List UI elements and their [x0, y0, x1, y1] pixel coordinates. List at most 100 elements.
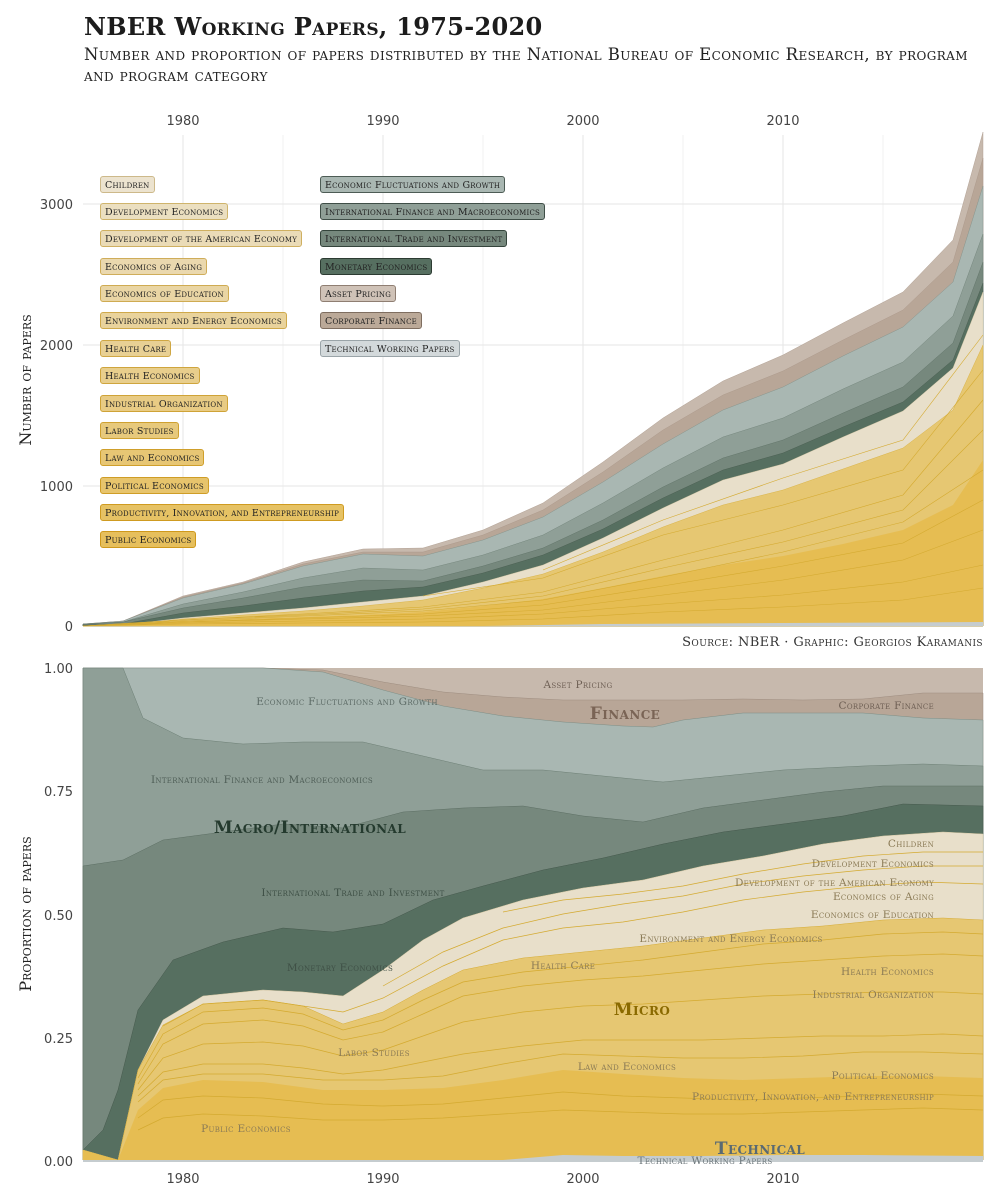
- top-micro-line-5: [82, 529, 984, 627]
- legend-chip-economics-of-education: Economics of Education: [100, 285, 229, 302]
- label-monetary: Monetary Economics: [287, 962, 393, 974]
- bottom-x-tick-1990: 1990: [366, 1172, 399, 1187]
- top-y-axis-label: Number of papers: [16, 314, 35, 445]
- label-efg: Economic Fluctuations and Growth: [256, 696, 438, 708]
- label-productivity: Productivity, Innovation, and Entreprene…: [692, 1091, 934, 1103]
- top-x-tick-1990: 1990: [366, 114, 399, 129]
- category-micro: Micro: [614, 1000, 670, 1020]
- legend-chip-political-economics: Political Economics: [100, 477, 209, 494]
- bottom-micro-line-5: [137, 1051, 984, 1103]
- chart-title: NBER Working Papers, 1975-2020: [84, 12, 543, 41]
- legend-chip-asset-pricing: Asset Pricing: [320, 285, 396, 302]
- label-io: Industrial Organization: [813, 989, 934, 1001]
- bottom-y-ticks: 0.00 0.25 0.50 0.75 1.00: [44, 662, 73, 1170]
- legend-chip-development-american-economy: Development of the American Economy: [100, 230, 303, 247]
- label-health-econ: Health Economics: [841, 966, 934, 978]
- bottom-micro-line-6: [137, 1091, 984, 1119]
- bottom-area-technical: [83, 1155, 983, 1162]
- bottom-micro-line-7: [137, 1107, 984, 1131]
- top-x-tick-1980: 1980: [166, 114, 199, 129]
- bottom-micro-line-10: [502, 851, 983, 913]
- label-corporate-finance: Corporate Finance: [839, 700, 934, 712]
- top-x-ticks: 1980 1990 2000 2010: [166, 114, 799, 129]
- top-micro-lines: [82, 334, 984, 627]
- top-micro-line-6: [82, 564, 984, 627]
- legend-chip-public-economics: Public Economics: [100, 531, 197, 548]
- bottom-program-labels: Asset Pricing Corporate Finance Economic…: [151, 679, 934, 1167]
- label-public: Public Economics: [201, 1123, 291, 1135]
- legend-chip-law-economics: Law and Economics: [100, 449, 205, 466]
- category-technical: Technical: [715, 1139, 805, 1159]
- legend-chip-environment-energy: Environment and Energy Economics: [100, 312, 287, 329]
- bottom-x-tick-2000: 2000: [566, 1172, 599, 1187]
- bottom-y-axis-label: Proportion of papers: [16, 836, 35, 991]
- bottom-micro-lines: [137, 851, 984, 1131]
- bottom-x-tick-1980: 1980: [166, 1172, 199, 1187]
- legend-chip-efg: Economic Fluctuations and Growth: [320, 176, 506, 193]
- top-x-tick-2000: 2000: [566, 114, 599, 129]
- bottom-y-tick-025: 0.25: [44, 1032, 73, 1047]
- top-y-tick-0: 0: [65, 620, 73, 635]
- legend-chip-development-economics: Development Economics: [100, 203, 229, 220]
- top-micro-line-2: [82, 429, 984, 627]
- label-iti: International Trade and Investment: [261, 887, 444, 899]
- legend-chip-health-economics: Health Economics: [100, 367, 200, 384]
- bottom-chart: Asset Pricing Corporate Finance Economic…: [16, 662, 984, 1187]
- bottom-micro-line-2: [137, 953, 984, 1085]
- label-law: Law and Economics: [578, 1061, 676, 1073]
- bottom-x-tick-2010: 2010: [766, 1172, 799, 1187]
- legend-chip-corporate-finance: Corporate Finance: [320, 312, 422, 329]
- bottom-micro-line-3: [137, 991, 984, 1091]
- label-environment: Environment and Energy Economics: [639, 933, 822, 945]
- legend-chip-labor-studies: Labor Studies: [100, 422, 179, 439]
- label-aging: Economics of Aging: [833, 891, 934, 903]
- bottom-y-tick-100: 1.00: [44, 662, 73, 677]
- legend-chip-monetary: Monetary Economics: [320, 258, 433, 275]
- top-y-tick-3000: 3000: [40, 198, 73, 213]
- bottom-micro-line-9: [382, 865, 983, 987]
- legend-chip-ifm: International Finance and Macroeconomics: [320, 203, 546, 220]
- top-area-micro: [82, 344, 984, 627]
- bottom-micro-line-4: [137, 1033, 984, 1097]
- top-y-ticks: 0 1000 2000 3000: [40, 198, 73, 635]
- bottom-area-micro-core: [83, 1070, 983, 1160]
- top-micro-line-8: [422, 369, 984, 597]
- bottom-y-tick-050: 0.50: [44, 909, 73, 924]
- bottom-x-ticks: 1980 1990 2000 2010: [166, 1172, 799, 1187]
- category-finance: Finance: [590, 704, 660, 724]
- chart-subtitle: Number and proportion of papers distribu…: [84, 45, 968, 85]
- top-chart: 1980 1990 2000 2010 0 1000 2000 3000 Num…: [16, 114, 984, 650]
- label-asset-pricing: Asset Pricing: [542, 679, 612, 691]
- bottom-micro-line-1: [137, 931, 984, 1079]
- label-political: Political Economics: [832, 1070, 934, 1082]
- label-health-care: Health Care: [531, 960, 595, 972]
- top-area-micro-core: [83, 460, 983, 626]
- legend-chip-economics-of-aging: Economics of Aging: [100, 258, 208, 275]
- label-technical-wp: Technical Working Papers: [638, 1155, 773, 1167]
- legend-chip-productivity: Productivity, Innovation, and Entreprene…: [100, 504, 345, 521]
- label-children: Children: [888, 838, 934, 850]
- top-micro-line-9: [542, 334, 984, 571]
- legend-chip-iti: International Trade and Investment: [320, 230, 508, 247]
- top-y-tick-2000: 2000: [40, 339, 73, 354]
- category-macro: Macro/International: [214, 818, 406, 838]
- label-dae: Development of the American Economy: [735, 877, 934, 889]
- top-micro-line-1: [82, 399, 984, 627]
- legend-chip-health-care: Health Care: [100, 340, 172, 357]
- top-area-technical: [83, 622, 983, 626]
- label-ifm: International Finance and Macroeconomics: [151, 774, 373, 786]
- legend-chip-technical-wp: Technical Working Papers: [320, 340, 460, 357]
- source-caption: Source: NBER · Graphic: Georgios Karaman…: [682, 635, 983, 650]
- bottom-micro-line-8: [162, 881, 984, 1027]
- top-micro-line-7: [82, 587, 984, 627]
- label-dev: Development Economics: [812, 858, 934, 870]
- legend-chip-children: Children: [100, 176, 155, 193]
- top-x-tick-2010: 2010: [766, 114, 799, 129]
- top-micro-line-4: [82, 499, 984, 627]
- top-micro-line-3: [82, 469, 984, 627]
- bottom-y-tick-0: 0.00: [44, 1155, 73, 1170]
- bottom-category-labels: Finance Macro/International Micro Techni…: [214, 704, 805, 1159]
- bottom-y-tick-075: 0.75: [44, 785, 73, 800]
- legend-chip-industrial-organization: Industrial Organization: [100, 395, 228, 412]
